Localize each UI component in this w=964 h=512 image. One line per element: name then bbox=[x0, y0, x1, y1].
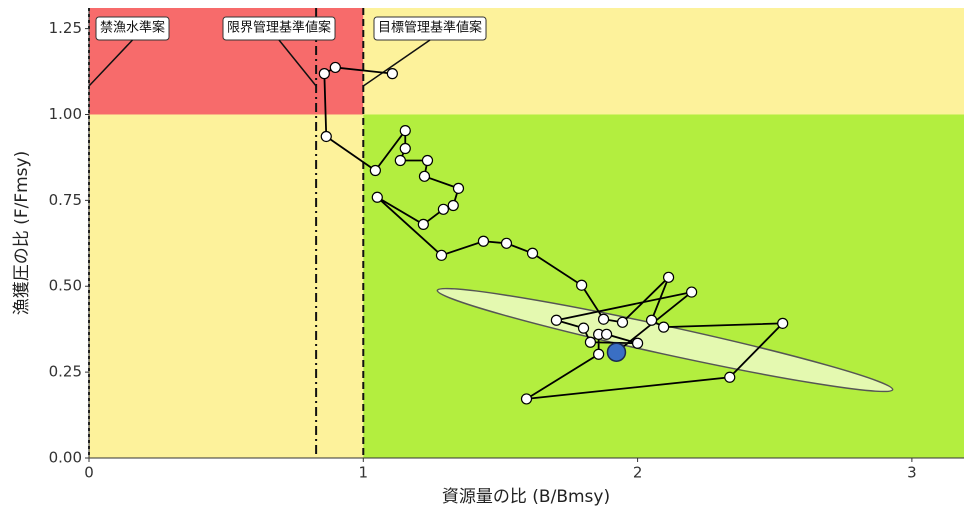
x-tick-label: 1 bbox=[359, 464, 369, 482]
y-tick-label: 0.50 bbox=[49, 277, 82, 295]
point bbox=[550, 314, 562, 326]
point bbox=[584, 336, 597, 348]
zone bbox=[363, 114, 964, 458]
point bbox=[399, 125, 411, 137]
point bbox=[576, 279, 588, 291]
point bbox=[520, 393, 533, 405]
point bbox=[631, 337, 644, 349]
x-tick-label: 3 bbox=[907, 464, 917, 482]
x-tick-label: 0 bbox=[84, 464, 94, 482]
point bbox=[394, 154, 406, 167]
point bbox=[658, 321, 670, 333]
point bbox=[371, 191, 383, 203]
point bbox=[437, 203, 449, 215]
leader-line bbox=[362, 39, 431, 87]
current-point bbox=[606, 342, 627, 362]
point bbox=[435, 249, 448, 261]
reference-label: 限界管理基準値案 bbox=[227, 20, 331, 36]
zones bbox=[89, 8, 964, 458]
y-tick-label: 0.25 bbox=[49, 363, 82, 381]
point bbox=[320, 130, 332, 143]
point bbox=[616, 316, 629, 328]
point bbox=[526, 247, 539, 259]
point bbox=[418, 170, 431, 182]
zone bbox=[89, 114, 364, 458]
point bbox=[577, 322, 590, 334]
leader-line bbox=[88, 39, 134, 87]
point bbox=[686, 286, 698, 298]
point bbox=[645, 314, 658, 326]
point bbox=[421, 154, 434, 167]
y-axis-title: 漁獲圧の比 (F/Fmsy) bbox=[12, 151, 32, 315]
point bbox=[597, 313, 610, 325]
y-tick-label: 1.00 bbox=[49, 105, 82, 123]
x-axis-title: 資源量の比 (B/Bmsy) bbox=[442, 487, 610, 507]
point bbox=[777, 317, 789, 329]
point bbox=[329, 61, 341, 74]
point bbox=[447, 199, 459, 212]
y-tick-label: 1.25 bbox=[49, 19, 82, 37]
leader-line bbox=[278, 39, 317, 87]
point bbox=[593, 348, 605, 360]
reference-label: 禁漁水準案 bbox=[100, 20, 165, 36]
point bbox=[417, 218, 429, 231]
point bbox=[500, 237, 513, 249]
reference-label: 目標管理基準値案 bbox=[378, 20, 482, 36]
point bbox=[452, 182, 465, 194]
y-tick-label: 0.00 bbox=[49, 449, 82, 467]
point bbox=[399, 142, 411, 155]
point bbox=[724, 371, 736, 383]
point bbox=[600, 328, 613, 340]
point bbox=[662, 271, 675, 283]
point bbox=[369, 164, 381, 177]
point bbox=[386, 68, 398, 80]
x-tick-label: 2 bbox=[633, 464, 643, 482]
point bbox=[477, 235, 490, 247]
y-tick-label: 0.75 bbox=[49, 191, 82, 209]
point bbox=[318, 68, 330, 80]
